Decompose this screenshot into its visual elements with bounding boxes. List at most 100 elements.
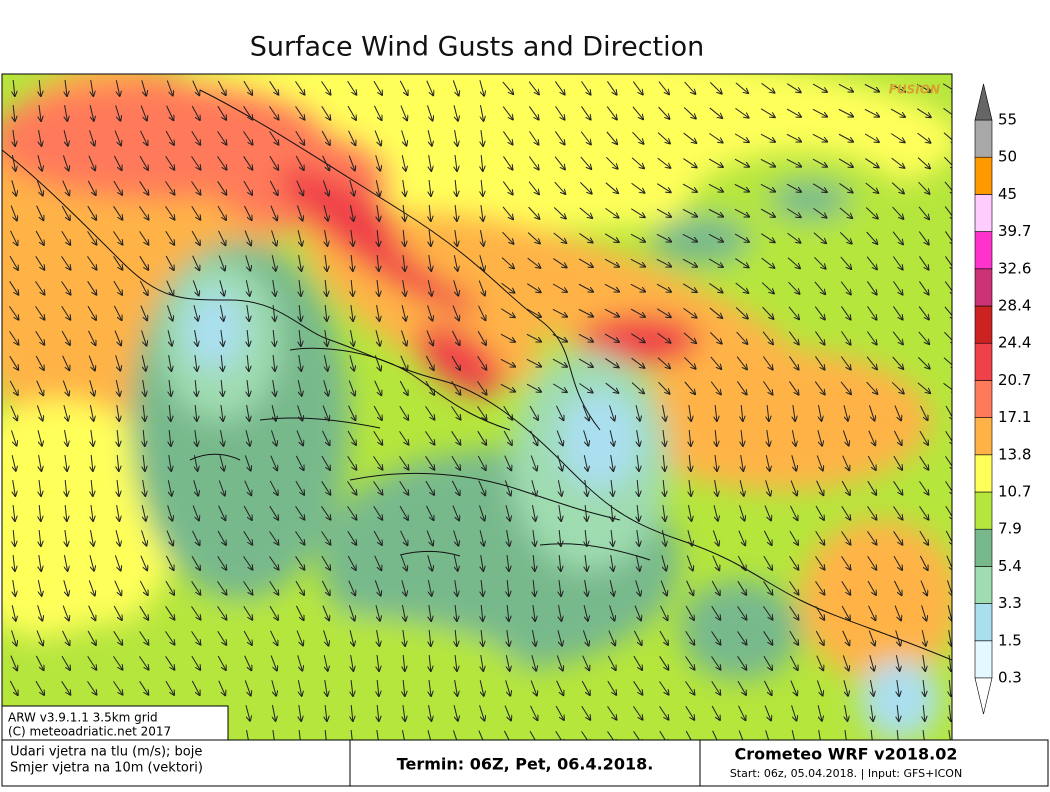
wind-arrow (763, 581, 773, 594)
colorbar-box (974, 380, 993, 418)
wind-arrow (526, 358, 541, 366)
wind-arrow (842, 430, 848, 445)
wind-arrow (244, 655, 252, 671)
wind-vectors (9, 79, 952, 740)
wind-arrow (116, 380, 119, 396)
wind-arrow (243, 505, 252, 520)
wind-arrow (427, 730, 432, 740)
wind-arrow (169, 429, 171, 446)
wind-arrow (37, 605, 43, 620)
wind-arrow (817, 430, 822, 445)
wind-arrow (348, 155, 355, 171)
wind-arrow (840, 356, 850, 370)
wind-arrow (764, 705, 771, 721)
wind-arrow (502, 81, 513, 94)
wind-arrow (299, 329, 301, 346)
wind-arrow (325, 255, 327, 271)
wind-arrow (788, 331, 798, 345)
wind-arrow (527, 283, 540, 293)
wind-arrow (139, 681, 149, 694)
wind-arrow (555, 106, 564, 119)
wind-arrow (630, 258, 645, 266)
wind-arrow (867, 306, 876, 319)
wind-arrow (922, 630, 926, 646)
wind-arrow (272, 705, 275, 721)
wind-arrow (528, 106, 538, 119)
wind-arrow (192, 255, 200, 271)
wind-arrow (400, 330, 406, 345)
wind-arrow (739, 480, 744, 496)
wind-arrow (399, 505, 408, 520)
wind-arrow (117, 454, 119, 471)
wind-arrow (557, 630, 562, 645)
wind-arrow (765, 730, 770, 740)
wind-arrow (845, 705, 848, 721)
wind-arrow (143, 404, 145, 421)
wind-arrow (892, 306, 902, 319)
wind-arrow (35, 281, 45, 294)
wind-arrow (166, 305, 172, 320)
wind-arrow (191, 581, 201, 594)
wind-arrow (533, 530, 535, 546)
wind-arrow (296, 180, 303, 196)
wind-arrow (322, 605, 329, 621)
wind-arrow (786, 158, 801, 166)
wind-arrow (736, 331, 748, 344)
wind-arrow (712, 730, 720, 740)
wind-arrow (191, 205, 201, 219)
wind-arrow (710, 356, 721, 369)
wind-arrow (399, 431, 409, 444)
wind-arrow (712, 555, 720, 571)
wind-arrow (505, 505, 510, 520)
wind-arrow (532, 505, 535, 521)
wind-arrow (636, 555, 639, 571)
wind-arrow (945, 481, 952, 494)
wind-arrow (580, 156, 591, 169)
wind-arrow (581, 731, 591, 740)
wind-arrow (583, 605, 588, 621)
wind-arrow (919, 456, 929, 469)
wind-arrow (763, 655, 772, 670)
wind-arrow (375, 330, 380, 345)
wind-arrow (429, 705, 432, 721)
wind-arrow (403, 204, 405, 221)
wind-arrow (763, 555, 772, 570)
wind-arrow (169, 379, 171, 396)
wind-arrow (220, 305, 223, 321)
wind-arrow (269, 106, 278, 119)
wind-arrow (893, 281, 902, 294)
wind-arrow (65, 430, 68, 446)
wind-arrow (895, 630, 901, 645)
wind-arrow (271, 255, 276, 271)
wind-arrow (500, 358, 515, 366)
wind-arrow (297, 655, 303, 670)
wind-arrow (767, 430, 769, 446)
wind-arrow (581, 106, 590, 119)
colorbar-label: 0.3 (998, 669, 1022, 687)
wind-arrow (117, 479, 119, 496)
wind-arrow (195, 330, 198, 346)
wind-arrow (919, 256, 928, 269)
wind-arrow (455, 654, 457, 671)
wind-arrow (844, 730, 847, 740)
wind-arrow (607, 706, 617, 719)
wind-arrow (607, 655, 615, 670)
wind-arrow (607, 81, 616, 94)
wind-arrow (737, 555, 745, 570)
wind-arrow (400, 530, 408, 545)
wind-arrow (923, 704, 925, 721)
wind-arrow (481, 655, 484, 671)
colorbar-box (974, 231, 993, 270)
wind-arrow (838, 83, 853, 91)
wind-arrow (892, 256, 902, 269)
wind-arrow (192, 530, 199, 545)
wind-arrow (841, 480, 850, 495)
wind-arrow (36, 180, 42, 195)
wind-arrow (192, 80, 200, 96)
colorbar-box (974, 194, 993, 232)
wind-arrow (893, 506, 902, 519)
wind-arrow (944, 156, 952, 168)
wind-arrow (871, 705, 873, 721)
wind-arrow (660, 605, 667, 620)
wind-arrow (62, 605, 69, 621)
